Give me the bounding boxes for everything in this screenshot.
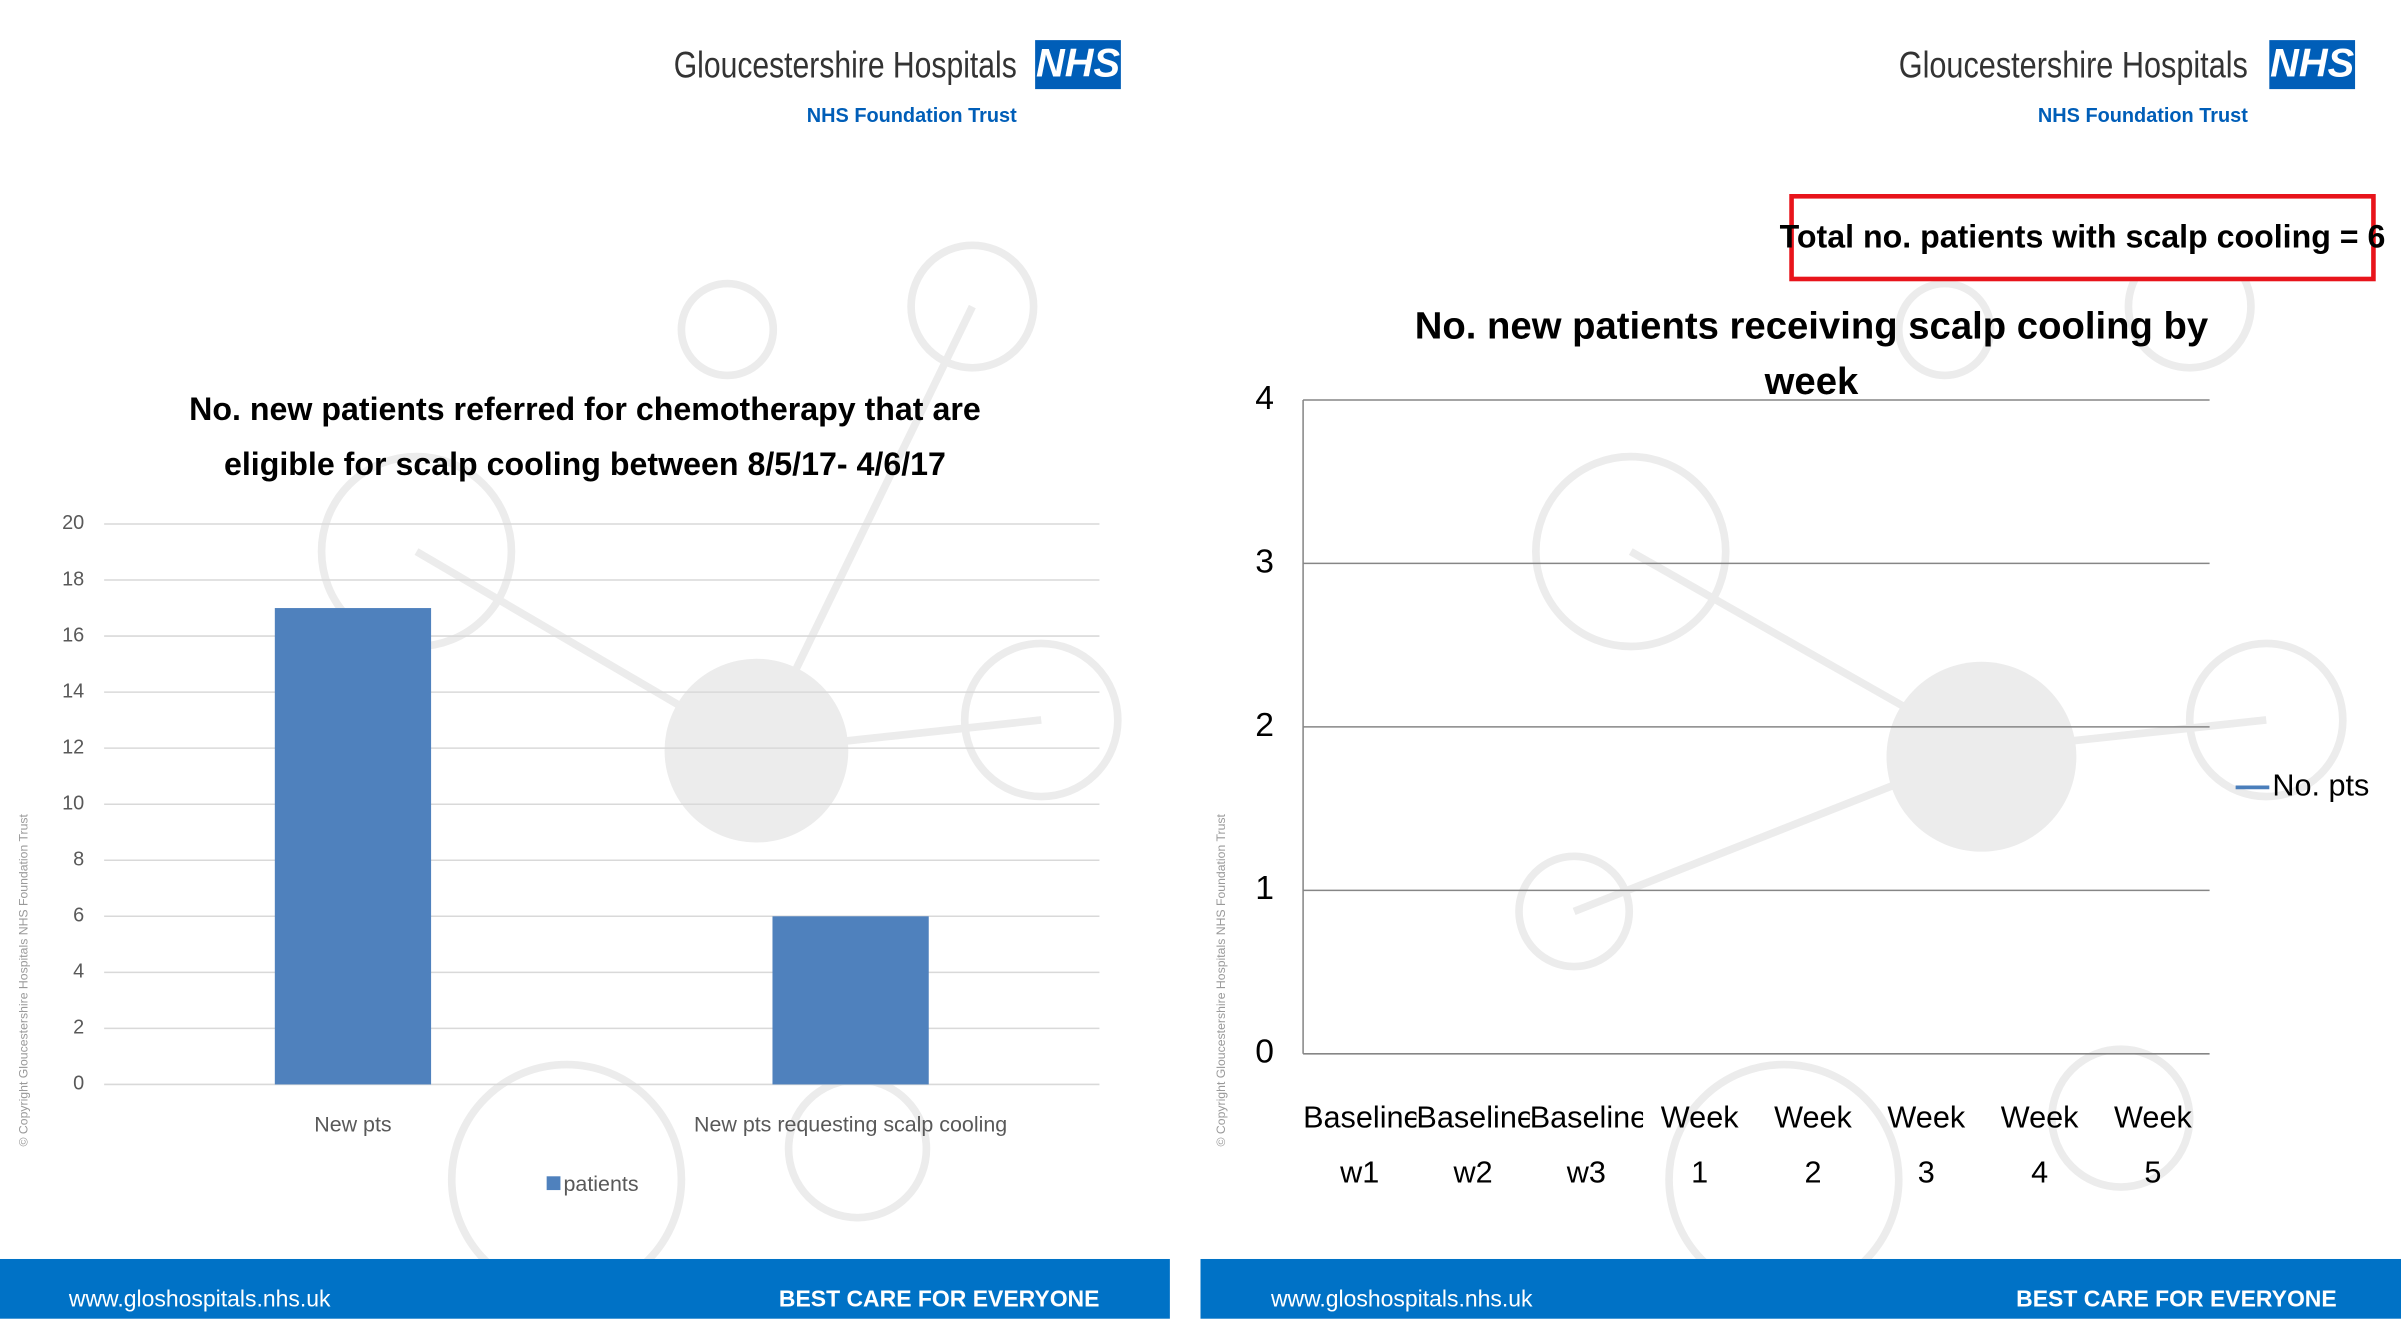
y-tick-label: 18: [62, 568, 84, 590]
logo-name: Gloucestershire Hospitals: [674, 44, 1017, 85]
y-tick-label: 0: [1255, 1034, 1274, 1071]
screenshot: Gloucestershire Hospitals NHS NHS Foundati…: [0, 0, 2401, 1319]
legend-label: patients: [564, 1172, 639, 1196]
y-tick-label: 10: [62, 792, 84, 814]
y-tick-label: 4: [73, 961, 84, 983]
background-decoration: [665, 659, 849, 843]
x-tick-label: Week 2: [1756, 1091, 1869, 1201]
y-tick-label: 6: [73, 905, 84, 927]
x-tick-label-box: Week 1: [1643, 1091, 1756, 1214]
x-tick-label: Baseline w3: [1530, 1091, 1643, 1201]
logo-badge: NHS: [2270, 42, 2354, 86]
y-tick-label: 16: [62, 624, 84, 646]
x-tick-label: Week 5: [2096, 1091, 2209, 1201]
copyright: © Copyright Gloucestershire Hospitals NH…: [1214, 813, 1228, 1146]
y-tick-label: 0: [73, 1073, 84, 1095]
y-tick-label: 14: [62, 680, 84, 702]
y-tick-label: 8: [73, 848, 84, 870]
y-tick-label: 1: [1255, 870, 1274, 907]
chart-title-box: No. new patients receiving scalp cooling…: [1378, 299, 2245, 422]
x-tick-label: New pts: [314, 1112, 391, 1136]
footer-url: www.gloshospitals.nhs.uk: [1270, 1285, 1533, 1311]
x-tick-label: Week 3: [1870, 1091, 1983, 1201]
bar: [772, 916, 928, 1084]
logo-sub: NHS Foundation Trust: [2038, 105, 2248, 127]
background-decoration: [1887, 662, 2077, 852]
y-tick-label: 12: [62, 736, 84, 758]
x-tick-label-box: Baseline w1: [1303, 1091, 1416, 1214]
logo-badge: NHS: [1036, 42, 1120, 86]
x-tick-label-box: Week 4: [1983, 1091, 2096, 1214]
y-tick-label: 2: [1255, 707, 1274, 744]
y-tick-label: 20: [62, 512, 84, 534]
y-tick-label: 4: [1255, 380, 1274, 417]
footer-url: www.gloshospitals.nhs.uk: [68, 1285, 331, 1311]
footer-tagline: BEST CARE FOR EVERYONE: [779, 1285, 1100, 1311]
legend-label: No. pts: [2272, 768, 2369, 802]
chart-title: No. new patients referred for chemothera…: [141, 383, 1029, 493]
x-tick-label: Baseline w2: [1416, 1091, 1529, 1201]
bar: [275, 608, 431, 1084]
x-tick-label: Baseline w1: [1303, 1091, 1416, 1201]
x-tick-label: Week 4: [1983, 1091, 2096, 1201]
x-tick-label-box: Baseline w3: [1530, 1091, 1643, 1214]
legend-swatch: [547, 1176, 561, 1190]
footer-tagline: BEST CARE FOR EVERYONE: [2016, 1285, 2337, 1311]
x-tick-label-box: Week 3: [1870, 1091, 1983, 1214]
copyright: © Copyright Gloucestershire Hospitals NH…: [17, 813, 31, 1146]
x-tick-label: Week 1: [1643, 1091, 1756, 1201]
y-tick-label: 3: [1255, 543, 1274, 580]
chart-title: No. new patients receiving scalp cooling…: [1378, 299, 2245, 409]
x-tick-label-box: Week 2: [1756, 1091, 1869, 1214]
x-tick-label: New pts requesting scalp cooling: [694, 1112, 1007, 1136]
y-tick-label: 2: [73, 1017, 84, 1039]
chart-title-box: No. new patients referred for chemothera…: [141, 383, 1029, 506]
logo-sub: NHS Foundation Trust: [807, 105, 1017, 127]
annotation: Total no. patients with scalp cooling = …: [1780, 219, 2386, 255]
x-tick-label-box: Baseline w2: [1416, 1091, 1529, 1214]
x-tick-label-box: Week 5: [2096, 1091, 2209, 1214]
logo-name: Gloucestershire Hospitals: [1899, 44, 2248, 85]
